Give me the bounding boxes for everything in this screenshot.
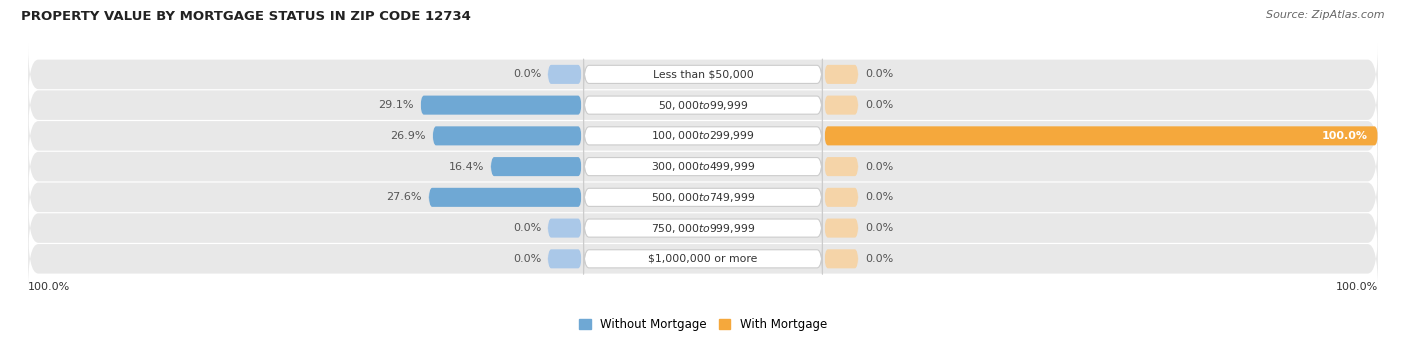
FancyBboxPatch shape	[583, 89, 823, 121]
FancyBboxPatch shape	[824, 249, 858, 268]
FancyBboxPatch shape	[583, 182, 823, 213]
FancyBboxPatch shape	[28, 104, 1378, 167]
Text: PROPERTY VALUE BY MORTGAGE STATUS IN ZIP CODE 12734: PROPERTY VALUE BY MORTGAGE STATUS IN ZIP…	[21, 10, 471, 23]
Text: 0.0%: 0.0%	[865, 100, 893, 110]
FancyBboxPatch shape	[28, 227, 1378, 290]
FancyBboxPatch shape	[420, 96, 582, 115]
Text: $750,000 to $999,999: $750,000 to $999,999	[651, 222, 755, 235]
Text: 0.0%: 0.0%	[865, 162, 893, 172]
FancyBboxPatch shape	[548, 249, 582, 268]
FancyBboxPatch shape	[28, 43, 1378, 106]
FancyBboxPatch shape	[824, 219, 858, 238]
FancyBboxPatch shape	[491, 157, 582, 176]
FancyBboxPatch shape	[28, 166, 1378, 229]
Text: 0.0%: 0.0%	[513, 223, 541, 233]
Text: 0.0%: 0.0%	[865, 223, 893, 233]
Text: $100,000 to $299,999: $100,000 to $299,999	[651, 129, 755, 142]
Text: 0.0%: 0.0%	[865, 69, 893, 79]
Legend: Without Mortgage, With Mortgage: Without Mortgage, With Mortgage	[574, 313, 832, 336]
Text: $50,000 to $99,999: $50,000 to $99,999	[658, 99, 748, 112]
FancyBboxPatch shape	[583, 151, 823, 182]
FancyBboxPatch shape	[548, 65, 582, 84]
FancyBboxPatch shape	[433, 126, 582, 146]
FancyBboxPatch shape	[28, 135, 1378, 198]
Text: 0.0%: 0.0%	[865, 254, 893, 264]
Text: 0.0%: 0.0%	[513, 69, 541, 79]
FancyBboxPatch shape	[824, 65, 858, 84]
Text: 29.1%: 29.1%	[378, 100, 413, 110]
Text: $300,000 to $499,999: $300,000 to $499,999	[651, 160, 755, 173]
Text: 27.6%: 27.6%	[387, 192, 422, 202]
FancyBboxPatch shape	[583, 212, 823, 244]
FancyBboxPatch shape	[548, 219, 582, 238]
Text: 0.0%: 0.0%	[513, 254, 541, 264]
FancyBboxPatch shape	[28, 74, 1378, 136]
FancyBboxPatch shape	[583, 243, 823, 274]
Text: 100.0%: 100.0%	[28, 282, 70, 292]
FancyBboxPatch shape	[429, 188, 582, 207]
Text: $500,000 to $749,999: $500,000 to $749,999	[651, 191, 755, 204]
FancyBboxPatch shape	[824, 188, 858, 207]
Text: 26.9%: 26.9%	[391, 131, 426, 141]
Text: 100.0%: 100.0%	[1322, 131, 1368, 141]
Text: 100.0%: 100.0%	[1336, 282, 1378, 292]
Text: 16.4%: 16.4%	[449, 162, 484, 172]
FancyBboxPatch shape	[583, 59, 823, 90]
FancyBboxPatch shape	[824, 157, 858, 176]
Text: 0.0%: 0.0%	[865, 192, 893, 202]
Text: Less than $50,000: Less than $50,000	[652, 69, 754, 79]
Text: $1,000,000 or more: $1,000,000 or more	[648, 254, 758, 264]
Text: Source: ZipAtlas.com: Source: ZipAtlas.com	[1267, 10, 1385, 20]
FancyBboxPatch shape	[28, 197, 1378, 259]
FancyBboxPatch shape	[824, 126, 1378, 146]
FancyBboxPatch shape	[824, 96, 858, 115]
FancyBboxPatch shape	[583, 120, 823, 151]
